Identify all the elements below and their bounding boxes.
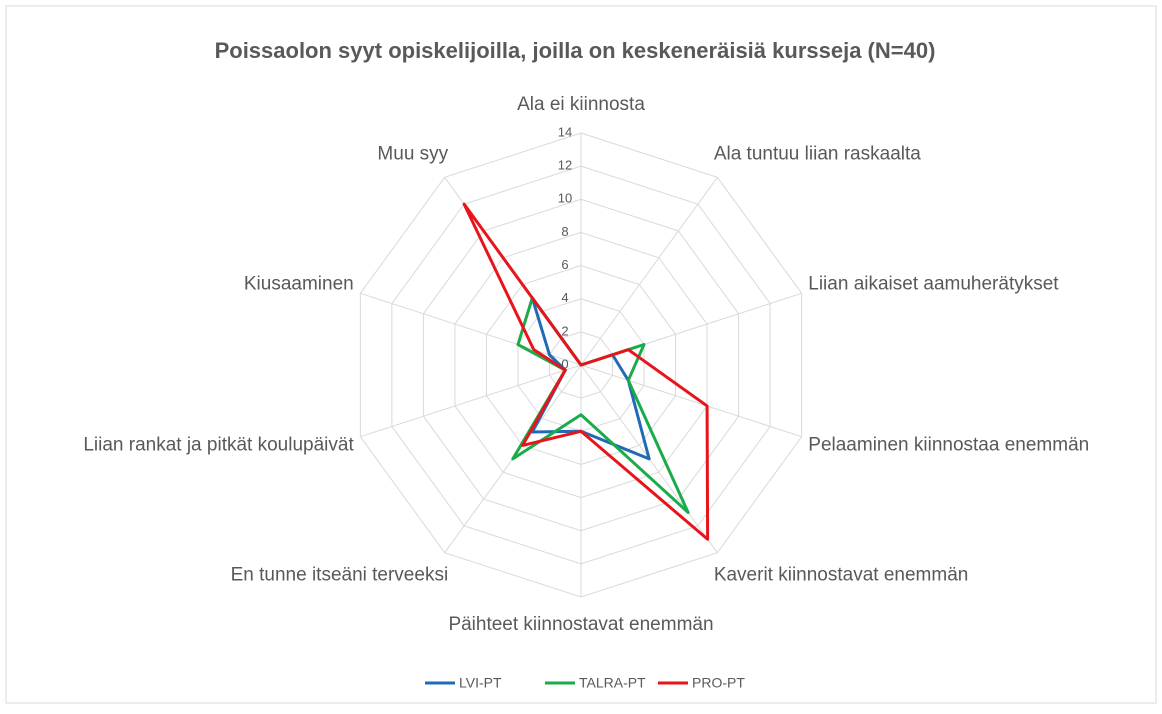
category-label: Päihteet kiinnostavat enemmän [448, 614, 713, 635]
legend-label: TALRA-PT [579, 675, 646, 691]
category-label: Liian aikaiset aamuherätykset [808, 274, 1059, 295]
legend-label: LVI-PT [459, 675, 502, 691]
spoke [360, 292, 582, 366]
spoke [360, 364, 582, 438]
category-label: En tunne itseäni terveeksi [231, 564, 449, 585]
y-tick-label: 14 [558, 124, 572, 139]
legend-label: PRO-PT [692, 675, 745, 691]
category-label: Pelaaminen kiinnostaa enemmän [808, 434, 1089, 455]
y-tick-label: 4 [561, 290, 568, 305]
category-label: Muu syy [377, 144, 448, 165]
y-tick-label: 12 [558, 158, 572, 173]
spoke [580, 364, 802, 438]
chart-title: Poissaolon syyt opiskelijoilla, joilla o… [215, 38, 936, 63]
y-tick-label: 10 [558, 191, 572, 206]
series-line [462, 202, 710, 541]
category-label: Ala tuntuu liian raskaalta [714, 144, 921, 165]
category-label: Kaverit kiinnostavat enemmän [714, 564, 969, 585]
y-tick-label: 2 [561, 323, 568, 338]
series-line [511, 296, 690, 514]
y-tick-label: 8 [561, 224, 568, 239]
category-label: Liian rankat ja pitkät koulupäivät [83, 434, 354, 455]
spoke [580, 177, 718, 366]
y-tick-label: 0 [561, 356, 568, 371]
category-label: Ala ei kiinnosta [517, 94, 645, 115]
y-tick-label: 6 [561, 257, 568, 272]
category-label: Kiusaaminen [244, 274, 354, 295]
